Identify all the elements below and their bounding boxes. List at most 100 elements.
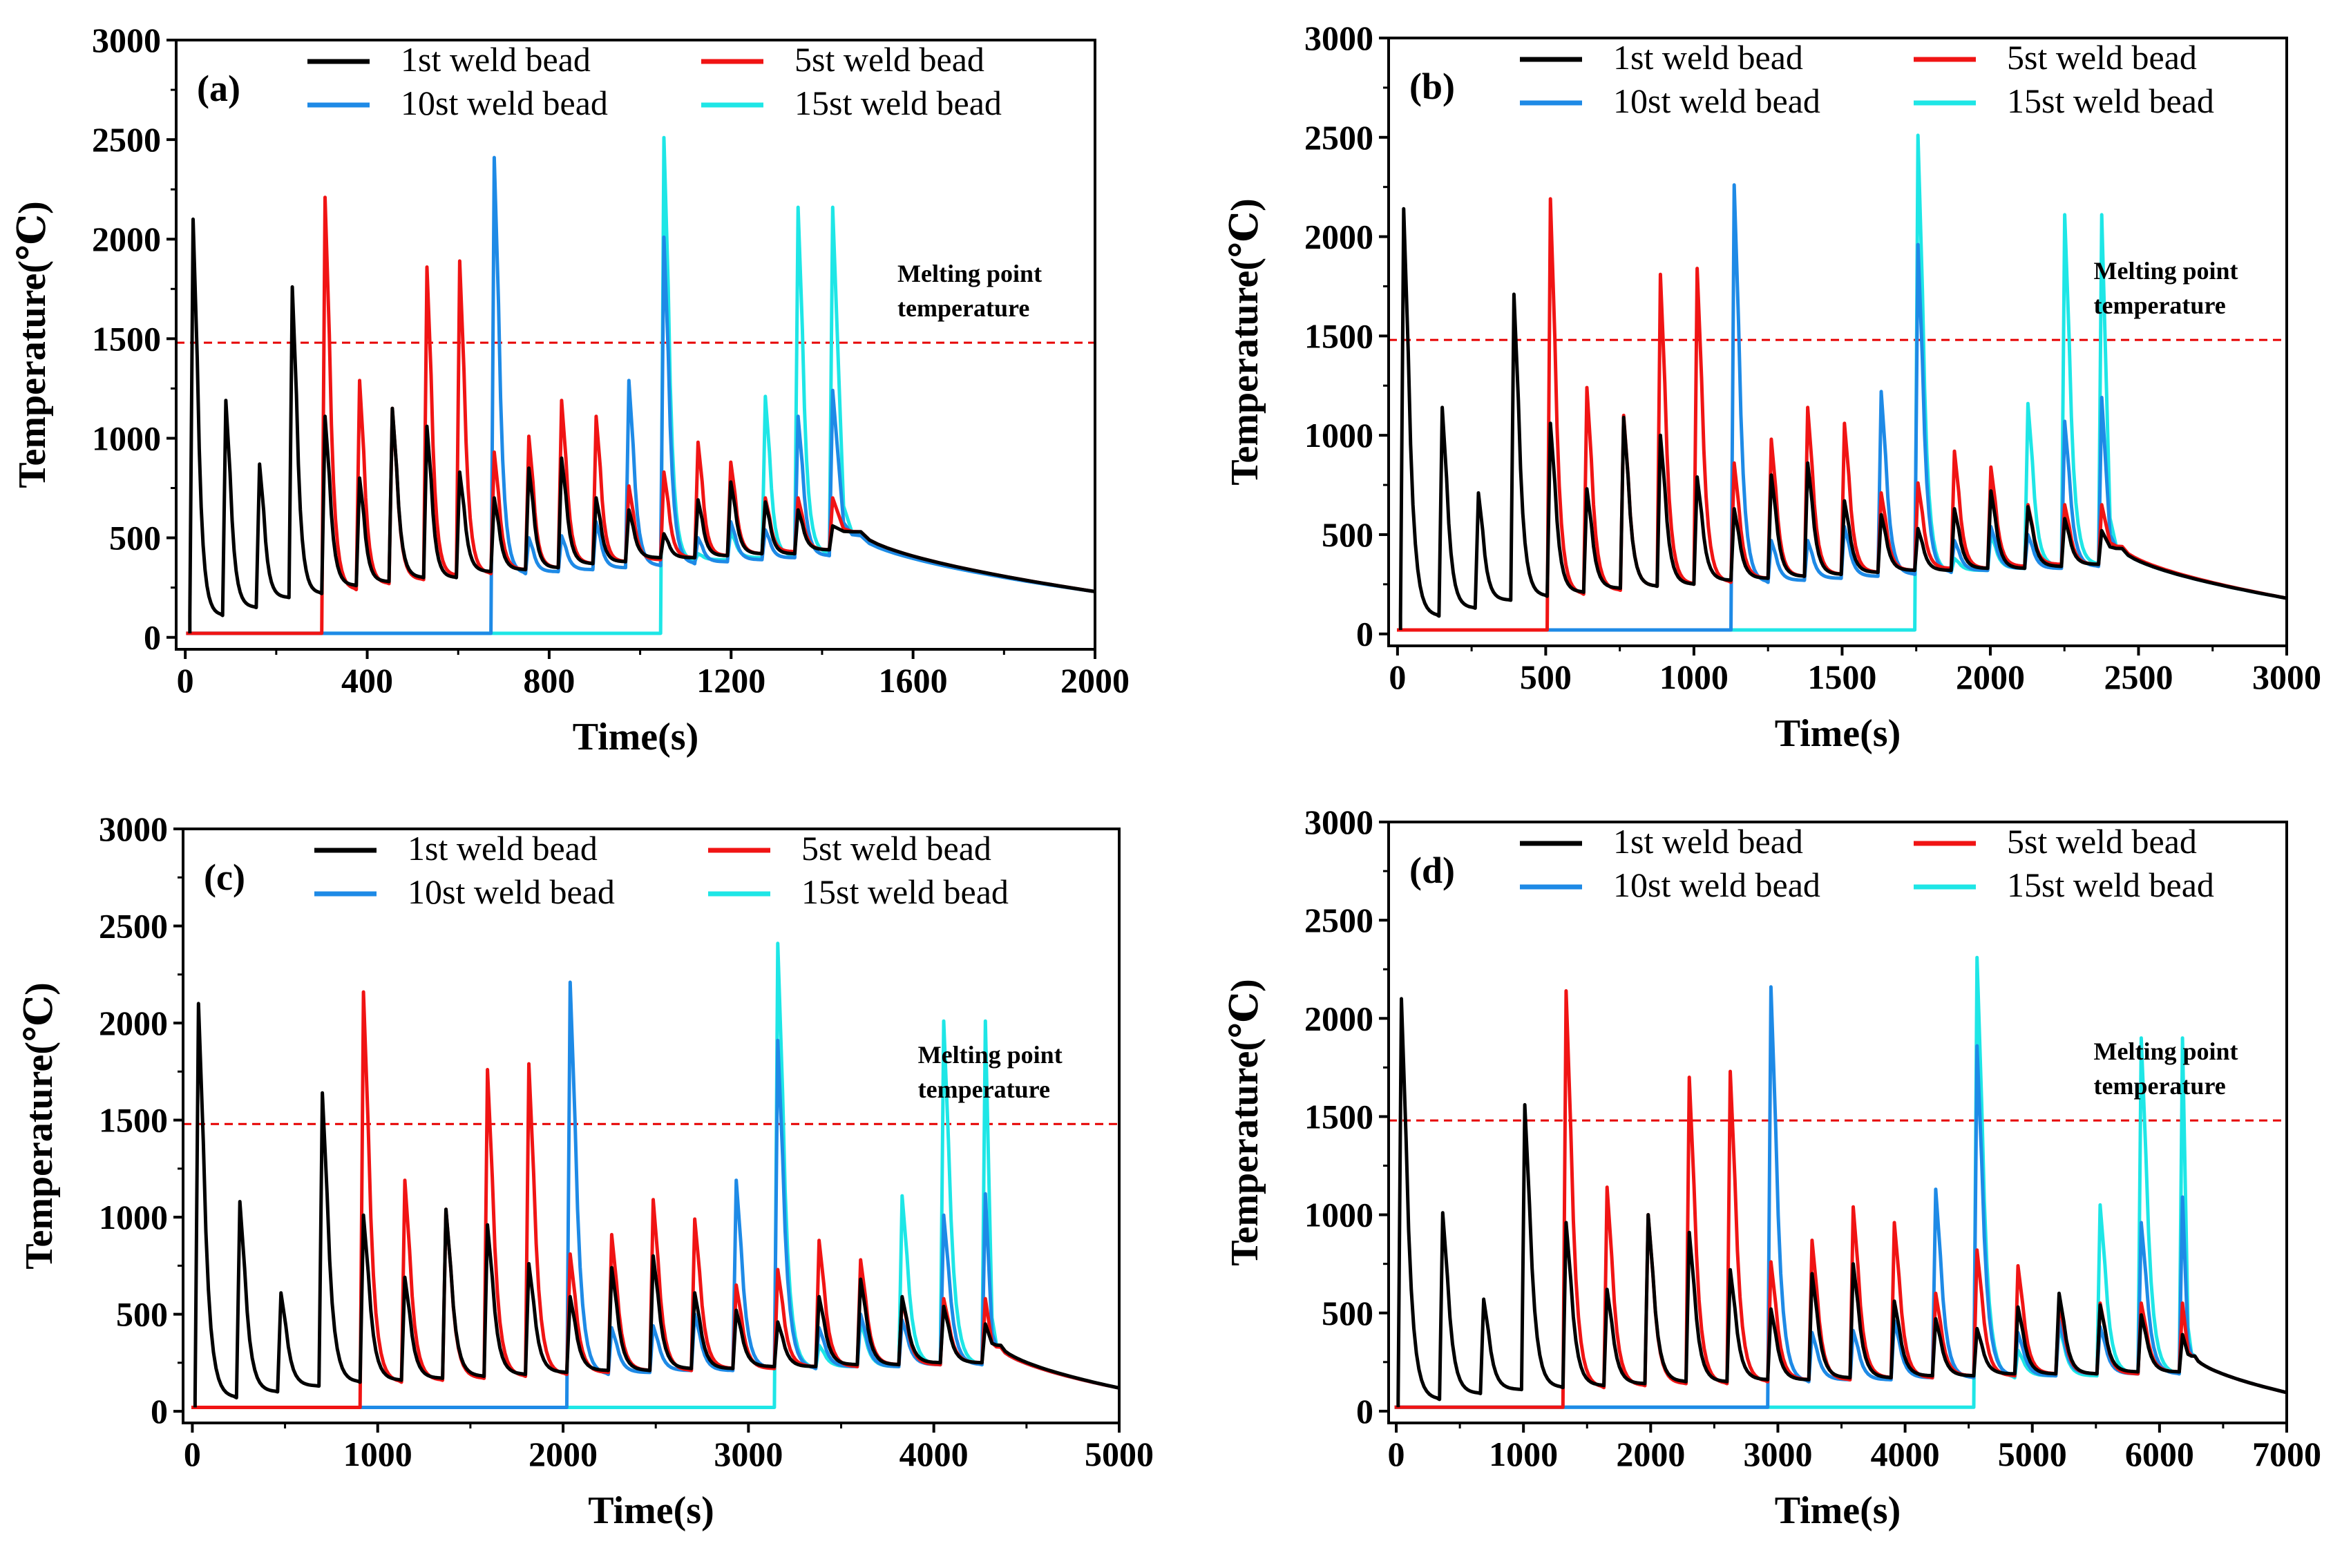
y-tick-label: 1000 <box>92 419 161 457</box>
y-tick-label: 0 <box>1356 615 1373 653</box>
x-tick-label: 6000 <box>2125 1435 2194 1473</box>
y-tick-label: 2000 <box>1304 218 1373 256</box>
legend: 1st weld bead 5st weld bead 10st weld bead… <box>307 40 1002 122</box>
y-tick-label: 2500 <box>1304 901 1373 939</box>
y-tick-label: 500 <box>1322 515 1373 554</box>
x-tick-label: 1000 <box>343 1435 412 1473</box>
series-group <box>1394 955 2287 1409</box>
legend-label-bead10: 10st weld bead <box>1613 82 1820 120</box>
x-tick-label: 0 <box>184 1435 201 1473</box>
y-tick-label: 2000 <box>92 220 161 258</box>
y-tick-label: 1000 <box>1304 1196 1373 1234</box>
x-tick-label: 1600 <box>879 661 948 700</box>
x-tick-label: 3000 <box>714 1435 783 1473</box>
legend: 1st weld bead 5st weld bead 10st weld bead… <box>1520 38 2214 120</box>
legend-label-bead15: 15st weld bead <box>2007 866 2214 904</box>
legend-label-bead10: 10st weld bead <box>401 84 608 122</box>
melting-annotation-line2: temperature <box>2094 291 2226 319</box>
y-tick-label: 1500 <box>99 1101 168 1140</box>
chart-panel-c: 0 1000 2000 3000 4000 5000 0 500 1000 1500 2000 250… <box>18 810 1154 1532</box>
series-line-bead1 <box>1398 207 2287 630</box>
chart-panel-b: 0 500 1000 1500 2000 2500 3000 0 500 1000 1500 2000… <box>1224 19 2321 755</box>
plot-frame <box>1387 821 2288 1424</box>
y-axis-title: Temperature(℃) <box>1224 979 1266 1265</box>
x-tick-label: 1500 <box>1807 658 1876 696</box>
x-axis-title: Time(s) <box>1775 712 1901 755</box>
plot-frame <box>182 828 1121 1424</box>
x-tick-label: 2000 <box>1060 661 1130 700</box>
legend-label-bead1: 1st weld bead <box>408 829 598 868</box>
y-tick-label: 2500 <box>1304 118 1373 157</box>
x-tick-label: 3000 <box>1743 1435 1812 1473</box>
y-tick-label: 3000 <box>1304 803 1373 841</box>
y-axis-title: Temperature(℃) <box>18 982 61 1269</box>
x-tick-label: 2000 <box>1956 658 2025 696</box>
x-axis-title: Time(s) <box>573 716 699 758</box>
chart-panel-d: 0 1000 2000 3000 4000 5000 6000 7000 0 500 1000 150… <box>1224 803 2321 1532</box>
series-line-bead1 <box>188 217 1095 633</box>
x-tick-label: 500 <box>1520 658 1572 696</box>
series-line-bead1 <box>1396 997 2287 1408</box>
x-tick-label: 5000 <box>1085 1435 1154 1473</box>
y-axis-title: Temperature(℃) <box>1224 198 1266 485</box>
melting-annotation-line2: temperature <box>897 294 1029 322</box>
legend-label-bead15: 15st weld bead <box>794 84 1002 122</box>
legend-label-bead5: 5st weld bead <box>2007 822 2197 861</box>
melting-annotation-line1: Melting point <box>897 260 1042 287</box>
y-axis-title: Temperature(℃) <box>11 201 54 488</box>
legend-label-bead1: 1st weld bead <box>1613 822 1803 861</box>
legend-label-bead5: 5st weld bead <box>2007 38 2197 77</box>
series-group <box>186 135 1095 635</box>
y-tick-label: 2000 <box>99 1004 168 1042</box>
x-tick-label: 2000 <box>1616 1435 1685 1473</box>
melting-annotation-line1: Melting point <box>2094 257 2238 285</box>
melting-annotation-line1: Melting point <box>918 1041 1063 1069</box>
series-group <box>191 941 1119 1409</box>
x-tick-label: 3000 <box>2252 658 2321 696</box>
series-line-bead1 <box>193 1002 1119 1408</box>
y-tick-label: 0 <box>151 1392 168 1431</box>
y-tick-label: 1500 <box>1304 316 1373 355</box>
legend-label-bead15: 15st weld bead <box>2007 82 2214 120</box>
y-tick-label: 2500 <box>99 907 168 946</box>
x-tick-label: 800 <box>523 661 575 700</box>
melting-annotation-line2: temperature <box>918 1075 1050 1103</box>
melting-annotation-line1: Melting point <box>2094 1038 2238 1065</box>
series-line-bead10 <box>186 155 1095 635</box>
plot-frame <box>175 39 1096 651</box>
x-axis-title: Time(s) <box>1775 1489 1901 1532</box>
panel-label: (a) <box>197 68 240 109</box>
series-line-bead10 <box>1397 183 2287 632</box>
legend-label-bead10: 10st weld bead <box>408 872 615 911</box>
legend-label-bead5: 5st weld bead <box>801 829 991 868</box>
x-tick-label: 0 <box>177 661 194 700</box>
y-tick-label: 1500 <box>92 319 161 358</box>
legend-label-bead1: 1st weld bead <box>401 40 591 79</box>
x-axis-title: Time(s) <box>588 1489 714 1532</box>
chart-panel-a: 0 400 800 1200 1600 2000 0 500 1000 1500 2000 2500 3… <box>11 21 1130 758</box>
x-tick-label: 1000 <box>1659 658 1729 696</box>
x-tick-label: 5000 <box>1998 1435 2067 1473</box>
x-tick-label: 400 <box>341 661 393 700</box>
melting-annotation-line2: temperature <box>2094 1072 2226 1100</box>
x-tick-label: 1200 <box>696 661 765 700</box>
x-tick-label: 0 <box>1388 1435 1405 1473</box>
y-tick-label: 500 <box>116 1295 168 1334</box>
legend: 1st weld bead 5st weld bead 10st weld bead… <box>1520 822 2214 904</box>
y-tick-label: 0 <box>144 618 161 657</box>
x-tick-label: 7000 <box>2252 1435 2321 1473</box>
x-tick-label: 2500 <box>2104 658 2173 696</box>
panel-label: (c) <box>204 857 245 898</box>
x-tick-label: 1000 <box>1489 1435 1558 1473</box>
plot-frame <box>1387 37 2288 647</box>
y-tick-label: 0 <box>1356 1392 1373 1431</box>
legend-label-bead1: 1st weld bead <box>1613 38 1803 77</box>
series-group <box>1397 133 2287 632</box>
y-tick-label: 3000 <box>1304 19 1373 57</box>
x-tick-label: 0 <box>1389 658 1406 696</box>
x-tick-label: 4000 <box>1871 1435 1940 1473</box>
y-tick-label: 3000 <box>92 21 161 59</box>
legend-label-bead10: 10st weld bead <box>1613 866 1820 904</box>
y-tick-label: 1500 <box>1304 1097 1373 1136</box>
